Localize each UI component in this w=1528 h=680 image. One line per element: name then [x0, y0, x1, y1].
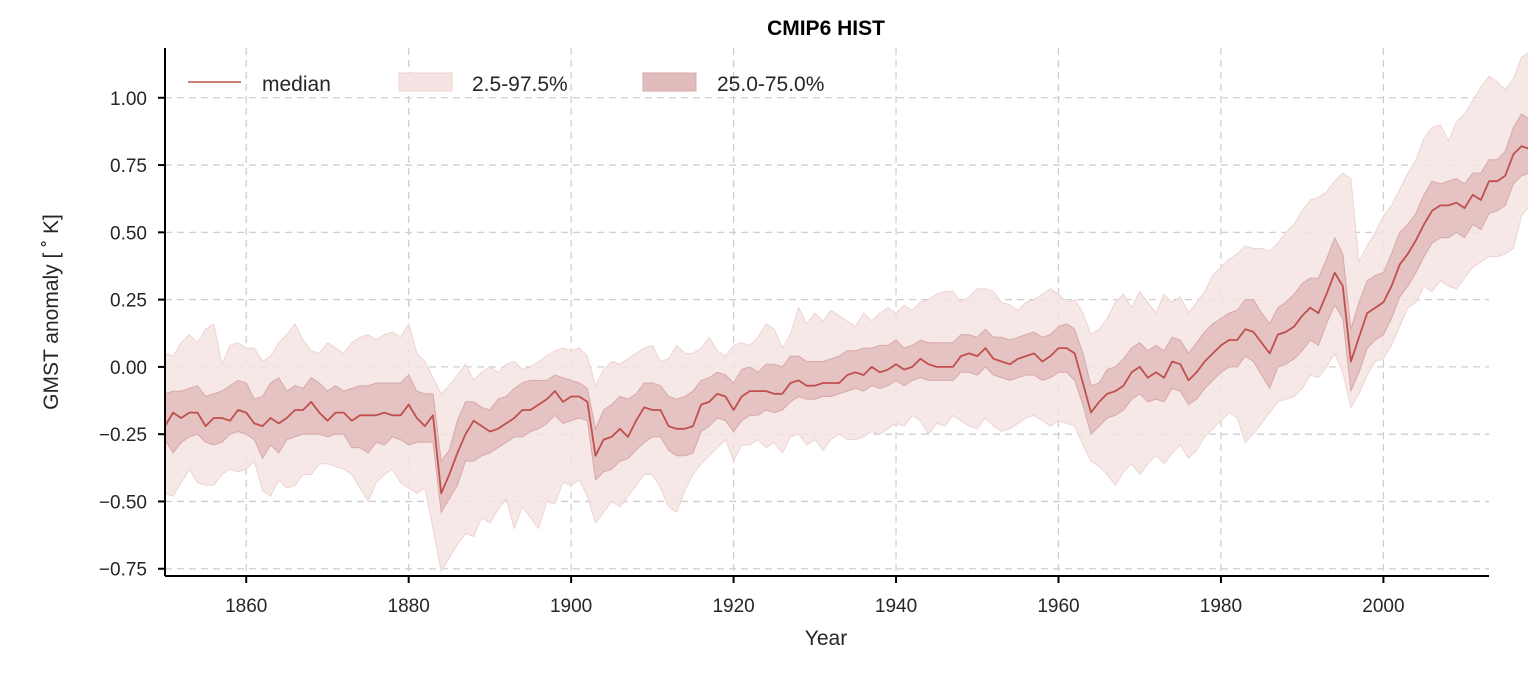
y-tick-label: 0.00 [110, 358, 147, 379]
legend-inner-label: 25.0-75.0% [717, 73, 824, 96]
y-tick-label: 0.75 [110, 156, 147, 177]
median-line [164, 145, 1528, 495]
legend-outer-label: 2.5-97.5% [472, 73, 568, 96]
legend: median 2.5-97.5% 25.0-75.0% [188, 72, 824, 96]
x-tick-label: 1860 [225, 596, 267, 617]
chart-title: CMIP6 HIST [767, 17, 885, 40]
y-axis-label: GMST anomaly [ ˚ K] [40, 214, 63, 410]
x-tick-label: 1940 [875, 596, 917, 617]
x-tick-label: 1980 [1200, 596, 1242, 617]
y-tick-label: 0.50 [110, 223, 147, 244]
x-tick-label: 1880 [388, 596, 430, 617]
y-tick-label: 0.25 [110, 291, 147, 312]
x-tick-label: 2000 [1362, 596, 1404, 617]
y-tick-label: −0.50 [99, 492, 147, 513]
x-tick-label: 1920 [712, 596, 754, 617]
y-tick-label: 1.00 [110, 89, 147, 110]
x-tick-label: 1900 [550, 596, 592, 617]
x-axis-label: Year [805, 627, 847, 650]
legend-inner-swatch [642, 72, 697, 92]
y-tick-label: −0.75 [99, 560, 147, 581]
x-ticks: 1860 1880 1900 1920 1940 1960 1980 2000 [225, 576, 1405, 617]
y-ticks: −0.75 −0.50 −0.25 0.00 0.25 0.50 0.75 1.00 [99, 89, 165, 581]
y-tick-label: −0.25 [99, 425, 147, 446]
legend-median-label: median [262, 73, 331, 96]
x-tick-label: 1960 [1037, 596, 1079, 617]
band-25-75 [164, 113, 1528, 514]
legend-outer-swatch [398, 72, 453, 92]
